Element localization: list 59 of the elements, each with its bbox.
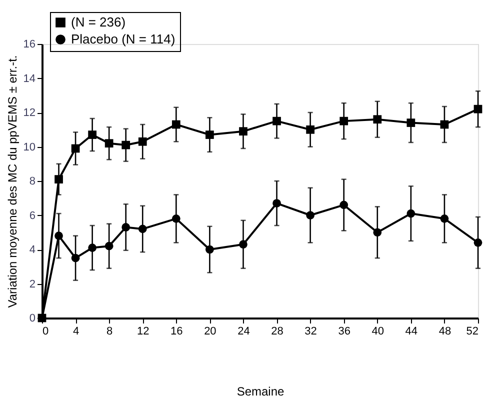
point bbox=[406, 209, 416, 218]
point bbox=[54, 175, 63, 184]
point bbox=[88, 244, 96, 252]
point bbox=[54, 232, 63, 240]
x-tick-label: 28 bbox=[271, 326, 284, 338]
y-tick-label: 14 bbox=[23, 72, 36, 85]
y-tick-label: 8 bbox=[29, 176, 36, 188]
point bbox=[406, 118, 416, 127]
point bbox=[272, 199, 281, 208]
x-tick-label: 52 bbox=[466, 326, 478, 338]
point bbox=[239, 127, 248, 136]
y-tick-label: 12 bbox=[23, 107, 36, 119]
y-axis-title: Variation moyenne des MC du ppVEMS ± err.-t. bbox=[5, 55, 20, 308]
x-tick-label: 32 bbox=[304, 326, 317, 338]
point bbox=[306, 211, 314, 220]
point bbox=[440, 214, 449, 223]
y-tick-label: 4 bbox=[29, 244, 36, 256]
point bbox=[71, 144, 80, 153]
legend-label: Placebo (N = 114) bbox=[71, 32, 176, 46]
point bbox=[71, 254, 80, 262]
point bbox=[172, 214, 180, 223]
y-tick-label: 10 bbox=[23, 141, 36, 154]
point bbox=[122, 140, 130, 150]
point bbox=[122, 223, 130, 232]
point bbox=[172, 120, 180, 129]
point bbox=[239, 240, 248, 249]
x-tick-label: 24 bbox=[238, 326, 250, 338]
point bbox=[104, 242, 114, 250]
x-tick-label: 4 bbox=[72, 326, 80, 338]
x-tick-label: 12 bbox=[136, 326, 150, 338]
point bbox=[138, 137, 147, 146]
point bbox=[88, 130, 96, 139]
y-tick-label: 6 bbox=[29, 210, 36, 222]
point bbox=[138, 224, 147, 234]
x-tick-label: 0 bbox=[42, 326, 49, 338]
point bbox=[104, 139, 114, 148]
y-tick-label: 0 bbox=[29, 312, 36, 324]
x-tick-label: 20 bbox=[204, 326, 216, 338]
x-tick-label: 40 bbox=[372, 326, 384, 338]
x-tick-label: 16 bbox=[170, 326, 183, 338]
x-tick-label: 48 bbox=[438, 326, 452, 338]
y-tick-label: 16 bbox=[23, 38, 36, 50]
point bbox=[272, 116, 281, 126]
point bbox=[340, 116, 348, 126]
x-tick-label: 36 bbox=[338, 326, 350, 338]
point bbox=[306, 125, 314, 134]
point bbox=[474, 104, 482, 114]
x-tick-label: 8 bbox=[106, 326, 113, 338]
x-tick-label: 44 bbox=[405, 326, 418, 338]
x-axis-title: Semaine bbox=[236, 384, 284, 398]
point bbox=[373, 228, 382, 237]
point bbox=[440, 120, 449, 129]
y-tick-label: 2 bbox=[29, 278, 36, 290]
point bbox=[373, 115, 382, 124]
point bbox=[206, 130, 214, 139]
point bbox=[340, 200, 348, 210]
legend-label: (N = 236) bbox=[71, 14, 126, 30]
point bbox=[206, 245, 214, 254]
point bbox=[474, 238, 482, 247]
